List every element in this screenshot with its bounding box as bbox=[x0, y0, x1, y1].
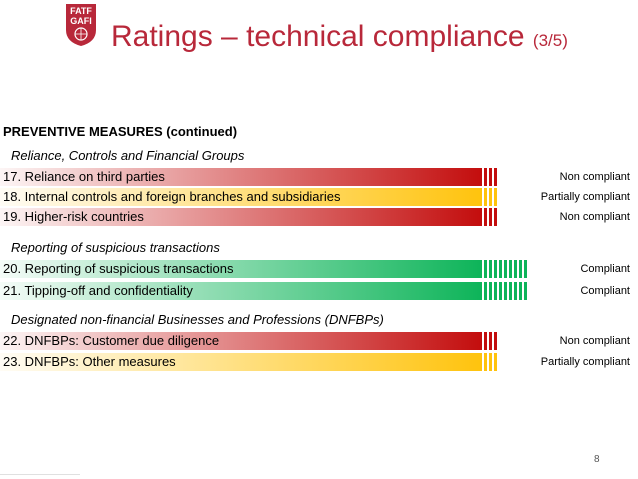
bar-stripe bbox=[489, 260, 492, 278]
bar-stripe bbox=[484, 260, 487, 278]
bar-stripe bbox=[484, 353, 487, 371]
rating-row: 23. DNFBPs: Other measures Partially com… bbox=[0, 353, 638, 371]
bar-stripe bbox=[524, 282, 527, 300]
group-heading-reliance: Reliance, Controls and Financial Groups bbox=[11, 148, 245, 163]
bar-stripe bbox=[484, 168, 487, 186]
page-title: Ratings – technical compliance (3/5) bbox=[111, 20, 568, 58]
rating-bar bbox=[0, 282, 482, 300]
row-label: 19. Higher-risk countries bbox=[3, 209, 144, 224]
rating-row: 17. Reliance on third parties Non compli… bbox=[0, 168, 638, 186]
bar-stripe bbox=[489, 168, 492, 186]
footer-divider bbox=[0, 474, 80, 475]
title-suffix: (3/5) bbox=[532, 31, 568, 50]
bar-stripe bbox=[489, 188, 492, 206]
row-rating: Non compliant bbox=[559, 171, 630, 183]
svg-text:FATF: FATF bbox=[70, 6, 92, 16]
rating-bar bbox=[0, 332, 482, 350]
bar-stripe bbox=[514, 260, 517, 278]
bar-stripe bbox=[504, 282, 507, 300]
bar-stripe bbox=[519, 282, 522, 300]
bar-stripe bbox=[489, 353, 492, 371]
row-label: 17. Reliance on third parties bbox=[3, 169, 165, 184]
rating-bar bbox=[0, 168, 482, 186]
bar-stripe bbox=[484, 188, 487, 206]
row-label: 18. Internal controls and foreign branch… bbox=[3, 189, 341, 204]
rating-bar bbox=[0, 353, 482, 371]
bar-stripe bbox=[489, 332, 492, 350]
row-label: 20. Reporting of suspicious transactions bbox=[3, 261, 234, 276]
group-heading-reporting: Reporting of suspicious transactions bbox=[11, 240, 220, 255]
row-rating: Partially compliant bbox=[540, 191, 630, 203]
bar-stripe bbox=[509, 260, 512, 278]
row-label: 23. DNFBPs: Other measures bbox=[3, 354, 176, 369]
group-heading-dnfbps: Designated non-financial Businesses and … bbox=[11, 312, 384, 327]
bar-stripe bbox=[484, 208, 487, 226]
bar-stripe bbox=[494, 353, 497, 371]
row-label: 21. Tipping-off and confidentiality bbox=[3, 283, 193, 298]
bar-stripe bbox=[519, 260, 522, 278]
bar-stripe bbox=[489, 282, 492, 300]
row-rating: Non compliant bbox=[559, 335, 630, 347]
bar-stripe bbox=[524, 260, 527, 278]
row-rating: Compliant bbox=[580, 263, 630, 275]
section-title: PREVENTIVE MEASURES (continued) bbox=[3, 124, 238, 139]
bar-stripe bbox=[509, 282, 512, 300]
bar-stripe bbox=[494, 188, 497, 206]
row-rating: Compliant bbox=[580, 285, 630, 297]
bar-stripe bbox=[504, 260, 507, 278]
row-label: 22. DNFBPs: Customer due diligence bbox=[3, 333, 220, 348]
bar-stripe bbox=[499, 282, 502, 300]
bar-stripe bbox=[494, 260, 497, 278]
page-number: 8 bbox=[594, 454, 600, 465]
bar-stripe bbox=[494, 332, 497, 350]
bar-stripe bbox=[484, 282, 487, 300]
rating-bar bbox=[0, 208, 482, 226]
svg-text:GAFI: GAFI bbox=[70, 16, 92, 26]
bar-stripe bbox=[499, 260, 502, 278]
rating-row: 19. Higher-risk countries Non compliant bbox=[0, 208, 638, 226]
row-rating: Non compliant bbox=[559, 211, 630, 223]
bar-stripe bbox=[514, 282, 517, 300]
rating-bar bbox=[0, 260, 482, 278]
rating-row: 21. Tipping-off and confidentiality Comp… bbox=[0, 282, 638, 300]
rating-row: 18. Internal controls and foreign branch… bbox=[0, 188, 638, 206]
bar-stripe bbox=[484, 332, 487, 350]
bar-stripe bbox=[494, 168, 497, 186]
bar-stripe bbox=[494, 208, 497, 226]
row-rating: Partially compliant bbox=[540, 356, 630, 368]
bar-stripe bbox=[489, 208, 492, 226]
rating-row: 20. Reporting of suspicious transactions… bbox=[0, 260, 638, 278]
rating-row: 22. DNFBPs: Customer due diligence Non c… bbox=[0, 332, 638, 350]
bar-stripe bbox=[494, 282, 497, 300]
fatf-gafi-logo: FATF GAFI bbox=[64, 2, 98, 46]
title-text: Ratings – technical compliance bbox=[111, 20, 525, 53]
rating-bar bbox=[0, 188, 482, 206]
